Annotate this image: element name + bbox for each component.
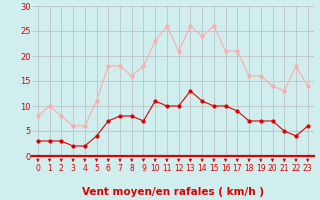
X-axis label: Vent moyen/en rafales ( km/h ): Vent moyen/en rafales ( km/h ) <box>82 187 264 197</box>
